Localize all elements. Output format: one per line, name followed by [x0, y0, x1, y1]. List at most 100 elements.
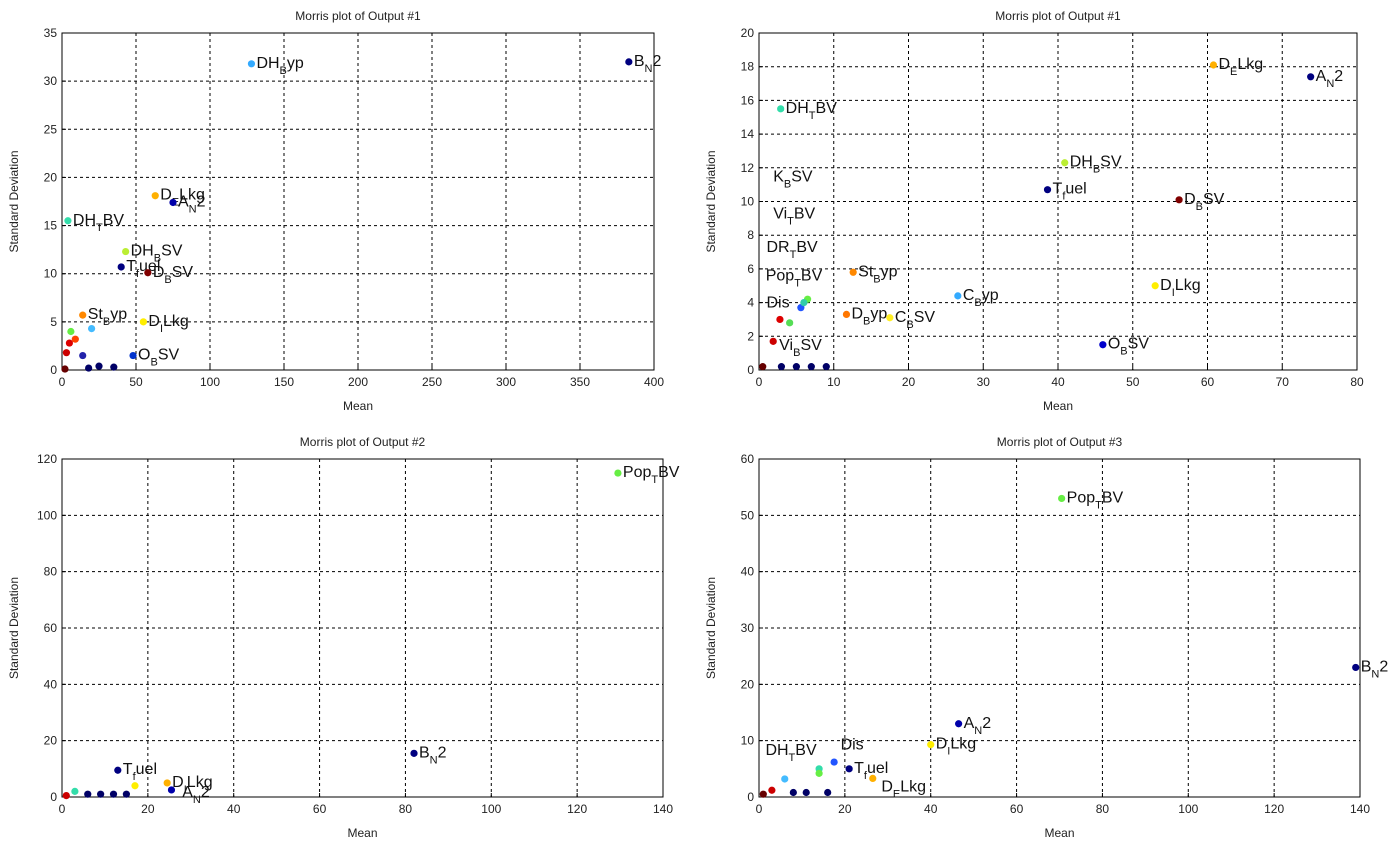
- data-point: [144, 269, 152, 277]
- data-point: [614, 469, 622, 477]
- x-tick-label: 40: [924, 802, 938, 816]
- x-tick-label: 100: [481, 802, 501, 816]
- point-label: DILkg: [172, 774, 212, 796]
- data-point: [1175, 196, 1183, 204]
- point-label: DHTBV: [73, 212, 125, 234]
- y-tick-label: 20: [741, 26, 755, 40]
- data-point: [163, 779, 171, 787]
- y-axis-label: Standard Deviation: [7, 150, 21, 252]
- data-point: [410, 749, 418, 757]
- data-point: [151, 192, 159, 200]
- morris-plot-2: 0 10 20 30 40 50 60 70 80 0 2 4 6 8 10 12 14 16 18 20 Morris…: [704, 9, 1364, 413]
- data-point: [71, 335, 79, 343]
- data-point: [122, 247, 130, 256]
- data-point: [759, 363, 767, 371]
- data-point: [79, 311, 87, 319]
- data-point: [789, 788, 797, 797]
- data-point: [117, 263, 125, 271]
- x-tick-label: 80: [399, 802, 413, 816]
- data-point: [131, 782, 139, 790]
- x-tick-label: 60: [1010, 802, 1024, 816]
- y-tick-label: 0: [747, 790, 754, 804]
- point-label: DHByp: [256, 55, 303, 77]
- data-point: [61, 365, 69, 373]
- data-point: [792, 363, 800, 371]
- data-point: [129, 351, 137, 360]
- data-point: [927, 741, 935, 749]
- x-tick-label: 70: [1276, 375, 1290, 389]
- data-point: [1043, 186, 1052, 194]
- data-point: [1061, 159, 1069, 167]
- y-tick-label: 8: [747, 228, 754, 242]
- data-point: [114, 766, 122, 774]
- data-point: [95, 362, 103, 370]
- point-label: Tfuel: [126, 258, 160, 280]
- point-label: DBSV: [1184, 191, 1225, 213]
- point-label: DBSV: [153, 264, 194, 286]
- y-tick-label: 25: [44, 122, 58, 136]
- data-point: [110, 363, 118, 371]
- data-point: [1209, 61, 1218, 69]
- point-label: AN2: [178, 193, 206, 215]
- data-point: [62, 791, 70, 800]
- y-tick-label: 0: [747, 363, 754, 377]
- x-tick-label: 100: [1178, 802, 1198, 816]
- y-tick-label: 120: [37, 452, 57, 466]
- data-point: [830, 758, 838, 766]
- point-label: StByp: [858, 263, 897, 285]
- point-label: Tfuel: [123, 761, 157, 783]
- plot-title: Morris plot of Output #2: [300, 435, 426, 449]
- data-point: [122, 790, 130, 798]
- point-label: DHTBV: [786, 100, 838, 122]
- x-tick-label: 150: [274, 375, 294, 389]
- point-label: DHBSV: [131, 243, 183, 265]
- data-point: [777, 105, 785, 113]
- y-tick-label: 15: [44, 219, 58, 233]
- point-label: AN2: [182, 784, 210, 806]
- data-point: [781, 775, 789, 783]
- point-label: DByp: [851, 305, 887, 327]
- y-tick-label: 12: [741, 161, 755, 175]
- point-label: DILkg: [1160, 277, 1200, 299]
- morris-plot-4: 0 20 40 60 80 100 120 140 0 10 20 30 40 50 60 Morris pl…: [704, 435, 1388, 840]
- y-tick-label: 16: [741, 93, 755, 107]
- point-label: PopTBV: [766, 268, 823, 290]
- y-tick-label: 40: [44, 677, 58, 691]
- y-tick-label: 10: [741, 734, 755, 748]
- y-tick-label: 10: [44, 267, 58, 281]
- point-label: ViBSV: [779, 337, 822, 359]
- y-tick-label: 18: [741, 60, 755, 74]
- x-tick-label: 0: [756, 375, 763, 389]
- data-point: [1099, 341, 1107, 349]
- point-label: PopTBV: [1067, 489, 1124, 511]
- data-point: [247, 60, 256, 68]
- data-point: [769, 337, 777, 345]
- x-tick-label: 0: [756, 802, 763, 816]
- point-label: CByp: [963, 287, 999, 309]
- x-tick-label: 10: [827, 375, 841, 389]
- point-label: Tfuel: [854, 760, 888, 782]
- y-tick-label: 30: [44, 74, 58, 88]
- x-tick-label: 400: [644, 375, 664, 389]
- y-tick-label: 60: [44, 621, 58, 635]
- point-label: DILkg: [936, 736, 976, 758]
- x-tick-label: 300: [496, 375, 516, 389]
- point-label: DILkg: [148, 313, 188, 335]
- x-tick-label: 80: [1096, 802, 1110, 816]
- point-label: AN2: [1316, 68, 1344, 90]
- data-point: [869, 774, 877, 783]
- data-point: [1352, 663, 1360, 672]
- data-point: [802, 788, 810, 797]
- data-point: [786, 319, 794, 327]
- data-point: [97, 790, 105, 798]
- data-point: [807, 363, 815, 371]
- plot-title: Morris plot of Output #3: [997, 435, 1123, 449]
- y-axis-label: Standard Deviation: [7, 577, 21, 679]
- morris-plot-1: 0 50 100 150 200 250 300 350 400 0 5 10 15 20 25 30 35 Mo…: [7, 9, 664, 413]
- point-label: Tfuel: [1053, 181, 1087, 203]
- y-tick-label: 4: [747, 296, 754, 310]
- data-point: [109, 790, 118, 798]
- y-tick-label: 20: [44, 170, 58, 184]
- point-label: DELkg: [1218, 56, 1263, 78]
